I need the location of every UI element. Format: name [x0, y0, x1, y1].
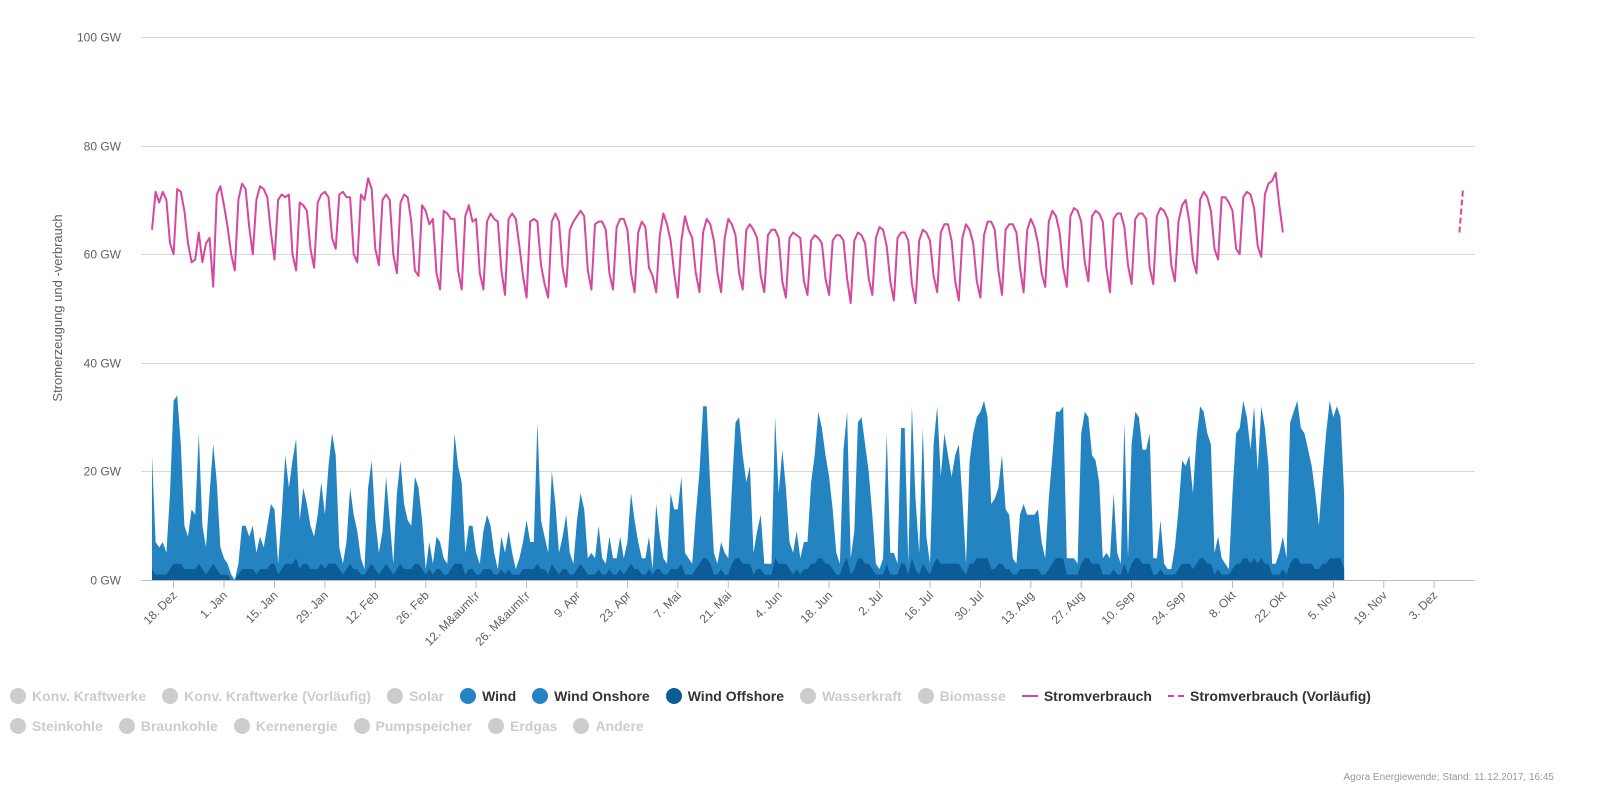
x-tick-label: 2. Jul: [855, 588, 885, 618]
legend-label: Stromverbrauch (Vorläufig): [1189, 688, 1371, 704]
legend-row: Steinkohle Braunkohle Kernenergie Pumpspeic…: [10, 711, 1590, 741]
legend-item[interactable]: Konv. Kraftwerke: [10, 688, 146, 704]
legend-item[interactable]: Kernenergie: [233, 718, 338, 734]
wind-onshore-area: [152, 395, 1345, 580]
x-tick-label: 19. Nov: [1351, 588, 1390, 627]
legend-dot-icon: [665, 688, 682, 704]
x-tick-label: 18. Jun: [797, 588, 835, 626]
legend-label: Erdgas: [510, 718, 558, 734]
y-tick-label: 20 GW: [84, 465, 122, 479]
legend-dot-icon: [118, 718, 135, 734]
x-tick-label: 26. Feb: [393, 588, 432, 627]
legend-label: Konv. Kraftwerke (Vorläufig): [184, 688, 372, 704]
legend-label: Biomasse: [939, 688, 1006, 704]
legend-item[interactable]: Wind Onshore: [532, 688, 650, 704]
legend-dot-icon: [532, 688, 549, 704]
legend-label: Kernenergie: [255, 718, 338, 734]
stromverbrauch-line: [151, 171, 1284, 305]
x-tick-label: 9. Apr: [551, 588, 583, 620]
legend-item[interactable]: Wasserkraft: [800, 688, 902, 704]
x-tick-label: 3. Dez: [1406, 588, 1440, 622]
y-tick-label: 80 GW: [84, 140, 122, 154]
legend-label: Pumpspeicher: [375, 718, 472, 734]
y-tick-label: 60 GW: [84, 248, 122, 262]
x-tick-label: 30. Jul: [952, 588, 987, 623]
x-tick-label: 18. Dez: [141, 588, 180, 627]
legend-item[interactable]: Pumpspeicher: [353, 718, 472, 734]
credits-text[interactable]: Agora Energiewende; Stand: 11.12.2017, 1…: [1343, 772, 1554, 783]
legend-row: Konv. Kraftwerke Konv. Kraftwerke (Vorläu…: [10, 681, 1590, 711]
x-tick-label: 13. Aug: [998, 588, 1037, 627]
x-tick-label: 5. Nov: [1305, 588, 1339, 622]
legend-label: Wind Offshore: [687, 688, 785, 704]
legend-item[interactable]: Erdgas: [488, 718, 557, 734]
legend-label: Stromverbrauch: [1043, 688, 1152, 704]
legend-dot-icon: [800, 688, 817, 704]
area-layer: [152, 395, 1345, 580]
y-tick-label: 0 GW: [90, 574, 121, 588]
legend-dot-icon: [573, 718, 590, 734]
x-tick-label: 15. Jan: [243, 588, 281, 626]
legend-line-icon: [1167, 695, 1184, 697]
legend-item[interactable]: Konv. Kraftwerke (Vorläufig): [162, 688, 371, 704]
legend-label: Steinkohle: [32, 718, 103, 734]
x-tick-label: 23. Apr: [597, 588, 634, 625]
legend-item[interactable]: Steinkohle: [10, 718, 103, 734]
x-tick-label: 24. Sep: [1149, 588, 1188, 627]
x-tick-label: 10. Sep: [1099, 588, 1138, 627]
legend-dot-icon: [162, 688, 179, 704]
y-tick-label: 100 GW: [77, 31, 122, 45]
x-tick-label: 29. Jan: [293, 588, 331, 626]
stromverbrauch-vorlaeufig-line: [1458, 188, 1464, 233]
legend-item[interactable]: Solar: [387, 688, 444, 704]
x-tick-label: 27. Aug: [1049, 588, 1088, 627]
x-axis: 18. Dez 1. Jan 15. Jan 29. Jan 12. Feb 26. Fe…: [141, 580, 1440, 649]
wind-offshore-area: [152, 558, 1345, 580]
legend-dot-icon: [460, 688, 477, 704]
legend-item[interactable]: Biomasse: [917, 688, 1006, 704]
legend-label: Wind: [482, 688, 517, 704]
x-tick-label: 16. Jul: [901, 588, 936, 623]
x-tick-label: 22. Okt: [1252, 588, 1290, 626]
legend-label: Andere: [595, 718, 644, 734]
legend-label: Wind Onshore: [554, 688, 650, 704]
legend: Konv. Kraftwerke Konv. Kraftwerke (Vorläu…: [10, 681, 1590, 741]
x-tick-label: 7. Mai: [651, 588, 684, 621]
legend-item[interactable]: Wind Offshore: [665, 688, 785, 704]
legend-item[interactable]: Stromverbrauch (Vorläufig): [1167, 688, 1371, 704]
legend-label: Wasserkraft: [822, 688, 902, 704]
legend-line-icon: [1021, 695, 1038, 697]
legend-dot-icon: [10, 688, 26, 704]
y-axis-title: Stromerzeugung und -verbrauch: [50, 214, 65, 401]
legend-item[interactable]: Braunkohle: [118, 718, 218, 734]
legend-item[interactable]: Wind: [460, 688, 516, 704]
grid-layer: 0 GW 20 GW 40 GW 60 GW 80 GW 100 GW: [77, 31, 1475, 588]
legend-dot-icon: [387, 688, 404, 704]
x-tick-label: 8. Okt: [1206, 588, 1239, 621]
y-tick-label: 40 GW: [84, 357, 122, 371]
legend-label: Konv. Kraftwerke: [32, 688, 147, 704]
x-tick-label: 21. Mai: [697, 588, 735, 626]
legend-item[interactable]: Stromverbrauch: [1021, 688, 1152, 704]
legend-label: Solar: [409, 688, 445, 704]
legend-dot-icon: [353, 718, 370, 734]
legend-dot-icon: [917, 688, 934, 704]
x-tick-label: 4. Jun: [752, 588, 785, 621]
legend-label: Braunkohle: [140, 718, 218, 734]
legend-dot-icon: [488, 718, 504, 734]
legend-dot-icon: [10, 718, 26, 734]
line-layer: [151, 171, 1464, 305]
legend-item[interactable]: Andere: [573, 718, 644, 734]
x-tick-label: 1. Jan: [197, 588, 230, 621]
legend-dot-icon: [233, 718, 250, 734]
x-tick-label: 12. Feb: [343, 588, 382, 627]
